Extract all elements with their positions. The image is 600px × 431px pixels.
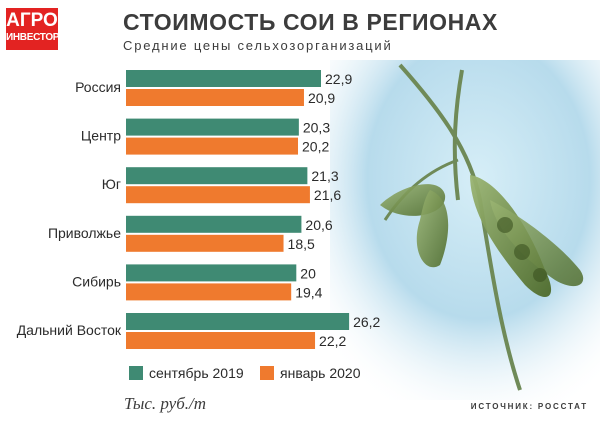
- category-label: Центр: [81, 128, 121, 144]
- category-label: Дальний Восток: [17, 322, 122, 338]
- data-label: 26,2: [353, 314, 380, 330]
- data-label: 21,3: [311, 168, 338, 184]
- data-label: 20,9: [308, 90, 335, 106]
- agroinvestor-logo: АГРО ИНВЕСТОР: [6, 8, 60, 50]
- bar: [126, 167, 308, 185]
- category-label: Приволжье: [48, 225, 121, 241]
- bar: [126, 137, 299, 155]
- legend-swatch: [260, 366, 274, 380]
- bar: [126, 70, 321, 87]
- legend-swatch: [129, 366, 143, 380]
- bar: [126, 186, 310, 204]
- data-label: 20,2: [302, 139, 329, 155]
- data-label: 22,2: [319, 333, 346, 349]
- logo-line-2: ИНВЕСТОР: [6, 32, 60, 43]
- bar: [126, 332, 316, 349]
- bar: [126, 313, 350, 330]
- data-label: 20,3: [303, 120, 330, 136]
- category-label: Юг: [102, 176, 121, 192]
- bar: [126, 89, 304, 106]
- logo-line-1: АГРО: [6, 10, 58, 31]
- data-label: 20: [300, 265, 316, 281]
- data-label: 19,4: [295, 284, 322, 300]
- legend-label: январь 2020: [280, 365, 361, 381]
- bar: [126, 215, 302, 233]
- bar: [126, 118, 299, 136]
- data-label: 20,6: [305, 217, 332, 233]
- data-label: 21,6: [314, 187, 341, 203]
- bar: [126, 234, 284, 252]
- bar: [126, 283, 292, 301]
- bar: [126, 264, 297, 282]
- units-label: Тыс. руб./т: [124, 394, 207, 413]
- category-label: Россия: [75, 79, 121, 95]
- chart-subtitle: Средние цены сельхозорганизаций: [123, 38, 393, 53]
- data-label: 18,5: [288, 236, 315, 252]
- data-label: 22,9: [325, 71, 352, 87]
- chart-title: СТОИМОСТЬ СОИ В РЕГИОНАХ: [123, 9, 498, 35]
- source-label: ИСТОЧНИК: РОССТАТ: [470, 402, 588, 411]
- category-label: Сибирь: [72, 273, 121, 289]
- legend-label: сентябрь 2019: [149, 365, 244, 381]
